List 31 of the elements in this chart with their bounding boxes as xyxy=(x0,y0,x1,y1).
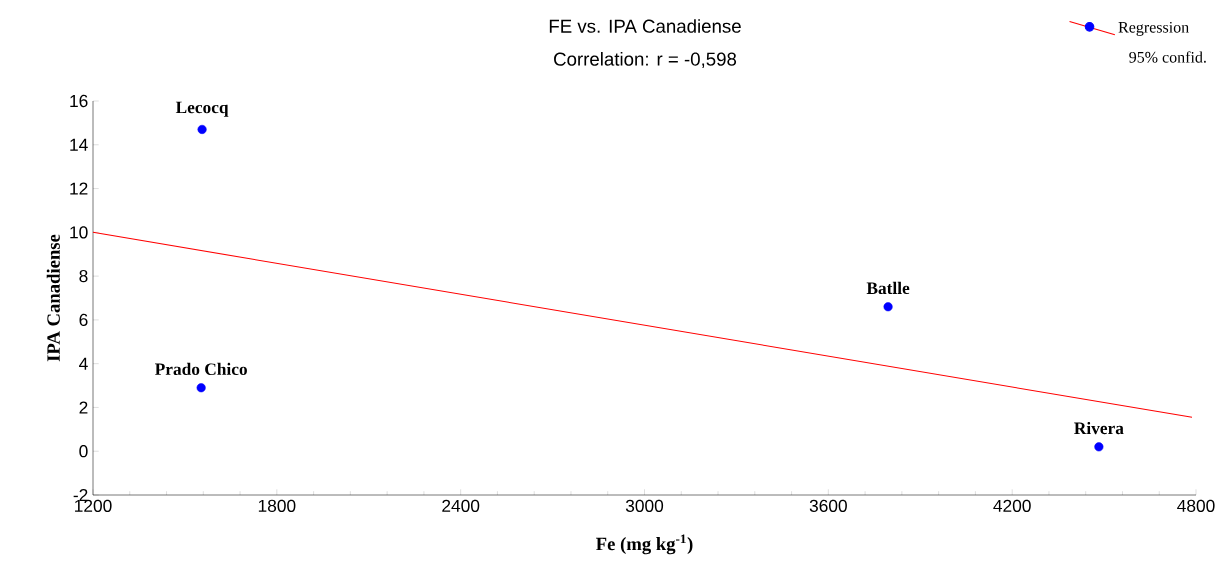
y-tick-label: 12 xyxy=(70,182,88,195)
x-tick-label: 3000 xyxy=(625,499,664,512)
x-tick-label: 4800 xyxy=(1177,499,1215,512)
x-tick-label: 2400 xyxy=(442,499,480,512)
point xyxy=(1094,442,1104,452)
y-tick-label: 10 xyxy=(70,226,88,239)
y-tick-label: 16 xyxy=(70,94,88,108)
annotation: Rivera xyxy=(1074,421,1124,435)
x-tick-label: 3600 xyxy=(809,499,847,512)
y-tick-label: 14 xyxy=(70,138,88,151)
legend-label: Regression xyxy=(1118,21,1189,36)
x-axis-title: Fe (mg kg$^{-1}$) xyxy=(596,534,693,555)
x-tick-label: 1200 xyxy=(75,499,112,512)
y-tick-label: 2 xyxy=(79,401,88,414)
text: 95% confid. xyxy=(1129,51,1206,63)
x-tick-label: 1800 xyxy=(258,499,296,512)
y-tick-label: 8 xyxy=(79,269,88,283)
point xyxy=(196,383,206,393)
y-tick-label: -2 xyxy=(73,488,88,502)
y-tick-label: 4 xyxy=(79,357,88,370)
point xyxy=(883,302,893,312)
chart-subtitle: Correlation: r = -0,598 xyxy=(554,52,737,68)
y-tick-label: 0 xyxy=(79,445,88,458)
y-tick-label: 6 xyxy=(79,313,88,327)
annotation: Prado Chico xyxy=(154,362,247,376)
point xyxy=(197,124,207,134)
y-axis-title: IPA Canadiense xyxy=(46,234,60,362)
x-tick-label: 4200 xyxy=(993,499,1031,512)
chart-title: FE vs. IPA Canadiense xyxy=(549,19,741,33)
annotation: Batlle xyxy=(866,281,910,295)
annotation: Lecocq xyxy=(175,101,229,117)
